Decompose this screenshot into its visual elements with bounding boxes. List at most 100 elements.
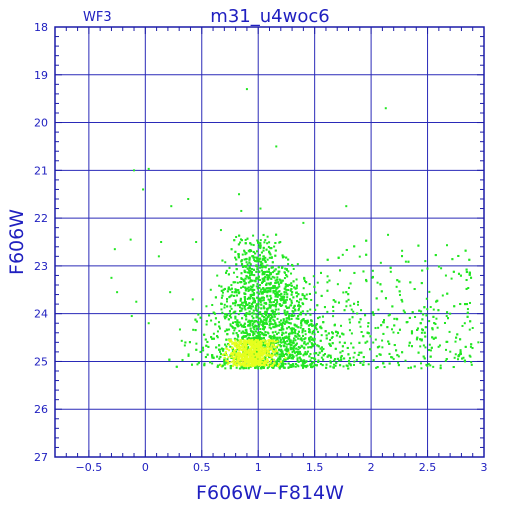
data-point bbox=[419, 322, 422, 325]
data-point bbox=[279, 279, 282, 282]
data-point bbox=[241, 355, 244, 358]
data-point bbox=[270, 297, 273, 300]
data-point bbox=[365, 239, 368, 242]
data-point bbox=[269, 335, 272, 338]
data-point bbox=[315, 364, 318, 367]
data-point bbox=[441, 294, 444, 297]
data-point bbox=[273, 326, 276, 329]
data-point bbox=[296, 300, 299, 303]
data-point bbox=[207, 345, 210, 348]
data-point bbox=[254, 354, 257, 357]
data-point bbox=[264, 289, 267, 292]
data-point bbox=[255, 327, 258, 330]
data-point bbox=[470, 276, 473, 279]
data-point bbox=[270, 362, 273, 365]
data-point bbox=[290, 299, 293, 302]
data-point bbox=[264, 239, 267, 242]
data-point bbox=[235, 268, 238, 271]
data-point bbox=[245, 343, 248, 346]
data-point bbox=[289, 354, 292, 357]
data-point bbox=[332, 305, 335, 308]
data-point bbox=[291, 291, 294, 294]
data-point bbox=[262, 328, 265, 331]
data-point bbox=[358, 255, 361, 258]
data-point bbox=[252, 349, 255, 352]
data-point bbox=[267, 364, 270, 367]
data-point bbox=[239, 306, 242, 309]
data-point bbox=[258, 349, 261, 352]
data-point bbox=[307, 346, 310, 349]
data-point bbox=[301, 329, 304, 332]
data-point bbox=[293, 337, 296, 340]
data-point bbox=[286, 321, 289, 324]
data-point bbox=[230, 353, 233, 356]
data-point bbox=[244, 325, 247, 328]
data-point bbox=[280, 292, 283, 295]
data-point bbox=[250, 347, 253, 350]
data-point bbox=[283, 311, 286, 314]
data-point bbox=[267, 268, 270, 271]
data-point bbox=[303, 359, 306, 362]
data-point bbox=[312, 365, 315, 368]
data-point bbox=[294, 334, 297, 337]
data-point bbox=[342, 365, 345, 368]
data-point bbox=[424, 335, 427, 338]
data-point bbox=[249, 339, 252, 342]
data-point bbox=[296, 358, 299, 361]
data-point bbox=[268, 335, 271, 338]
data-point bbox=[278, 303, 281, 306]
data-point bbox=[273, 269, 276, 272]
data-point bbox=[302, 364, 305, 367]
data-point bbox=[267, 343, 270, 346]
data-point bbox=[247, 277, 250, 280]
data-point bbox=[397, 331, 400, 334]
data-point bbox=[295, 291, 298, 294]
data-point bbox=[208, 314, 211, 317]
data-point bbox=[305, 322, 308, 325]
data-point bbox=[248, 355, 251, 358]
data-point bbox=[248, 269, 251, 272]
data-point bbox=[292, 331, 295, 334]
data-point bbox=[420, 338, 423, 341]
data-point bbox=[275, 302, 278, 305]
data-point bbox=[342, 357, 345, 360]
data-point bbox=[251, 290, 254, 293]
data-point bbox=[275, 364, 278, 367]
data-point bbox=[283, 323, 286, 326]
data-point bbox=[272, 271, 275, 274]
data-point bbox=[235, 343, 238, 346]
data-point bbox=[243, 367, 246, 370]
data-point bbox=[269, 354, 272, 357]
data-point bbox=[265, 340, 268, 343]
data-point bbox=[459, 274, 462, 277]
data-point bbox=[258, 245, 261, 248]
data-point bbox=[245, 331, 248, 334]
data-point bbox=[226, 333, 229, 336]
data-point bbox=[326, 281, 329, 284]
data-point bbox=[305, 293, 308, 296]
data-point bbox=[265, 302, 268, 305]
data-point bbox=[249, 344, 252, 347]
data-point bbox=[221, 291, 224, 294]
data-point bbox=[241, 253, 244, 256]
data-point bbox=[437, 345, 440, 348]
data-point bbox=[277, 281, 280, 284]
data-point bbox=[313, 326, 316, 329]
data-point bbox=[244, 353, 247, 356]
data-point bbox=[230, 287, 233, 290]
data-point bbox=[312, 329, 315, 332]
data-point bbox=[240, 363, 243, 366]
data-point bbox=[419, 345, 422, 348]
data-point bbox=[304, 313, 307, 316]
data-point bbox=[257, 339, 260, 342]
data-point bbox=[362, 335, 365, 338]
data-point bbox=[277, 364, 280, 367]
data-point bbox=[255, 320, 258, 323]
data-point bbox=[364, 341, 367, 344]
data-point bbox=[339, 351, 342, 354]
data-point bbox=[220, 308, 223, 311]
data-point bbox=[311, 345, 314, 348]
data-point bbox=[282, 295, 285, 298]
data-point bbox=[266, 276, 269, 279]
data-point bbox=[216, 330, 219, 333]
